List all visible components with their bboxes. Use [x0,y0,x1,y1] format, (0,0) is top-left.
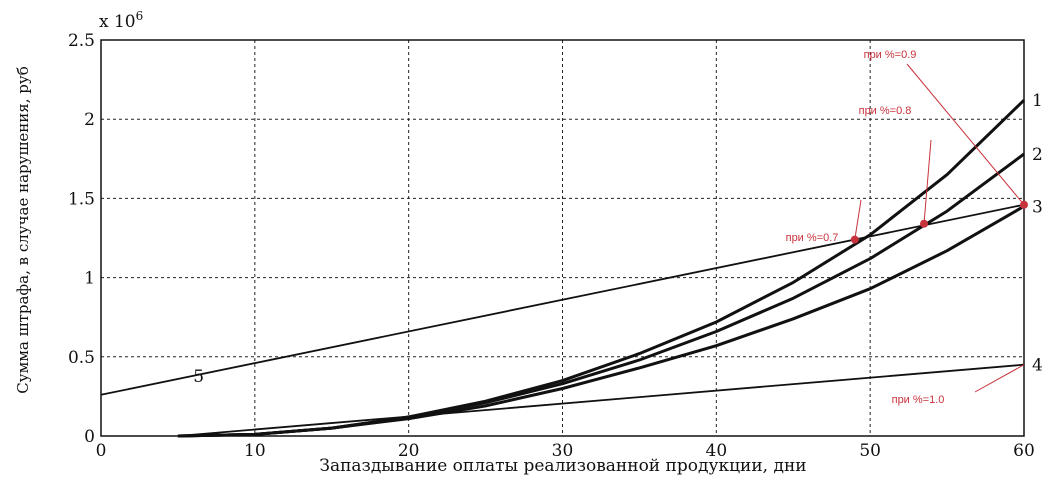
x-tick-label: 40 [706,441,728,461]
curve-label-2: 2 [1032,145,1043,165]
y-tick-label: 1 [84,269,95,289]
annotation-pointer [923,139,932,224]
curve-labels: 1 2 3 4 5 [193,91,1043,387]
annotations: при %=0.9 при %=0.8 при %=0.7 при %=1.0 [786,49,1028,406]
annotation-marker [1020,200,1028,209]
annotation-pointer [906,63,1025,206]
plot-frame [100,39,1025,437]
y-tick-label: 1.5 [68,189,95,209]
series-line-1 [177,99,1026,438]
curve-label-4: 4 [1032,356,1043,376]
multiplier-exponent: 6 [136,9,144,23]
annotation-marker [920,219,929,228]
gridlines [101,40,1024,436]
annotation-pointer [974,364,1025,393]
x-tick-label: 0 [96,441,107,461]
series-lines [100,99,1026,438]
x-axis-title: Запаздывание оплаты реализованной продук… [319,456,806,476]
annotation-label: при %=0.7 [786,232,839,244]
y-tick-label: 2.5 [68,31,95,51]
curve-label-5: 5 [193,367,204,387]
y-tick-label: 0.5 [68,348,95,368]
tick-labels: 0 10 20 30 40 50 60 0 0.5 1 1.5 2 2.5 [68,31,1035,461]
annotation-label: при %=0.9 [864,49,917,61]
y-multiplier-label: x 106 [99,9,143,32]
x-tick-label: 30 [552,441,574,461]
series-line-3 [177,205,1025,438]
series-line-5 [100,203,1025,396]
x-tick-label: 60 [1013,441,1035,461]
annotation-label: при %=0.8 [859,105,912,117]
annotation-marker [850,235,859,244]
annotation-label: при %=1.0 [892,394,945,406]
curve-label-3: 3 [1032,197,1043,217]
multiplier-base: x 10 [99,12,136,32]
y-tick-label: 0 [84,427,95,447]
y-axis-title: Сумма штрафа, в случае нарушения, руб [14,66,32,393]
series-line-4 [177,363,1025,437]
x-tick-label: 20 [398,441,420,461]
curve-label-1: 1 [1032,91,1043,111]
x-tick-label: 50 [859,441,881,461]
annotation-pointer [854,199,862,240]
y-tick-label: 2 [84,110,95,130]
x-tick-label: 10 [244,441,266,461]
